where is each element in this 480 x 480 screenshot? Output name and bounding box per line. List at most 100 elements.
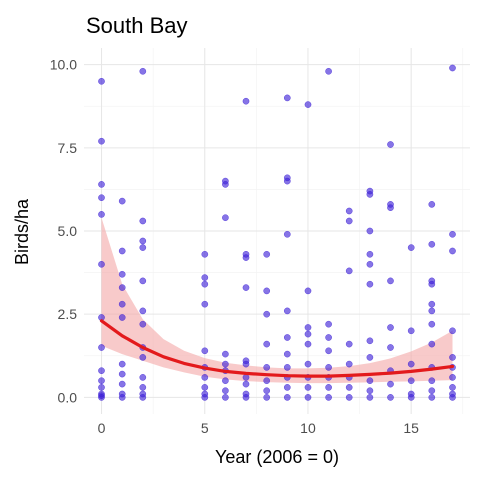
data-point bbox=[222, 394, 229, 401]
data-point bbox=[283, 350, 291, 358]
x-tick-label: 10 bbox=[300, 420, 316, 436]
data-point bbox=[304, 101, 312, 108]
y-tick-labels: 0.0 2.5 5.0 7.5 10.0 bbox=[50, 57, 77, 406]
data-point bbox=[366, 280, 374, 288]
data-point bbox=[407, 327, 415, 335]
data-point bbox=[428, 340, 436, 348]
data-point bbox=[118, 284, 126, 291]
data-point bbox=[242, 394, 250, 401]
data-point bbox=[283, 334, 291, 341]
data-point bbox=[407, 377, 415, 385]
data-point bbox=[201, 250, 209, 258]
data-point bbox=[201, 280, 209, 288]
data-point bbox=[263, 287, 271, 295]
data-point bbox=[263, 340, 271, 348]
data-point bbox=[325, 334, 332, 341]
data-point bbox=[449, 247, 456, 255]
data-point bbox=[242, 284, 250, 291]
data-point bbox=[98, 137, 105, 145]
data-point bbox=[242, 360, 250, 368]
data-point bbox=[139, 384, 147, 391]
data-point bbox=[428, 307, 436, 315]
data-point bbox=[428, 320, 436, 328]
data-point bbox=[201, 394, 209, 401]
data-point bbox=[201, 347, 209, 355]
data-point bbox=[366, 250, 374, 258]
data-point bbox=[98, 77, 105, 85]
data-point bbox=[387, 204, 394, 212]
chart-title: South Bay bbox=[86, 13, 188, 38]
x-tick-label: 0 bbox=[98, 420, 106, 436]
data-point bbox=[345, 217, 353, 225]
data-point bbox=[304, 360, 312, 368]
data-point bbox=[222, 350, 229, 358]
data-point bbox=[428, 394, 436, 401]
data-point bbox=[345, 207, 353, 215]
data-point bbox=[242, 97, 250, 105]
data-point bbox=[428, 280, 436, 288]
data-point bbox=[407, 394, 415, 401]
data-point bbox=[201, 300, 209, 308]
data-point bbox=[428, 387, 436, 395]
data-point bbox=[283, 394, 291, 401]
data-point bbox=[304, 340, 312, 348]
data-point bbox=[449, 327, 456, 335]
data-point bbox=[304, 384, 312, 391]
data-point bbox=[283, 384, 291, 391]
data-point bbox=[139, 374, 147, 381]
data-point bbox=[283, 364, 291, 371]
data-point bbox=[449, 374, 456, 381]
data-point bbox=[345, 267, 353, 275]
data-point bbox=[118, 370, 126, 378]
data-point bbox=[366, 227, 374, 235]
data-point bbox=[283, 307, 291, 315]
data-point bbox=[428, 240, 436, 248]
data-point bbox=[222, 214, 229, 222]
data-point bbox=[387, 344, 394, 351]
data-point bbox=[201, 384, 209, 391]
data-point bbox=[263, 364, 271, 371]
data-point bbox=[387, 394, 394, 401]
data-point bbox=[407, 244, 415, 251]
data-point bbox=[449, 384, 456, 391]
data-point bbox=[242, 380, 250, 388]
y-tick-label: 7.5 bbox=[58, 140, 78, 156]
data-point bbox=[139, 237, 147, 245]
data-point bbox=[139, 67, 147, 75]
data-point bbox=[139, 354, 147, 361]
data-point bbox=[118, 247, 126, 255]
data-point bbox=[325, 67, 332, 75]
data-point bbox=[387, 277, 394, 285]
data-point bbox=[263, 310, 271, 318]
data-point bbox=[304, 324, 312, 331]
data-point bbox=[325, 364, 332, 371]
data-point bbox=[263, 250, 271, 258]
data-point bbox=[98, 211, 105, 218]
data-point bbox=[222, 360, 229, 368]
data-point bbox=[345, 394, 353, 401]
confidence-band bbox=[101, 217, 453, 384]
data-point bbox=[428, 201, 436, 208]
data-point bbox=[449, 230, 456, 238]
data-point bbox=[201, 374, 209, 381]
x-tick-label: 5 bbox=[201, 420, 209, 436]
data-point bbox=[263, 387, 271, 395]
data-point bbox=[98, 377, 105, 385]
data-point bbox=[366, 337, 374, 345]
data-point bbox=[345, 384, 353, 391]
data-point bbox=[325, 394, 332, 401]
data-point bbox=[366, 354, 374, 361]
data-point bbox=[428, 377, 436, 385]
data-point bbox=[366, 394, 374, 401]
data-point bbox=[242, 254, 250, 261]
y-tick-label: 2.5 bbox=[58, 306, 78, 322]
data-point bbox=[98, 384, 105, 391]
data-point bbox=[325, 384, 332, 391]
data-point bbox=[428, 300, 436, 308]
trend-line bbox=[99, 319, 455, 378]
data-point bbox=[387, 141, 394, 148]
data-point bbox=[366, 191, 374, 198]
data-point bbox=[263, 377, 271, 385]
